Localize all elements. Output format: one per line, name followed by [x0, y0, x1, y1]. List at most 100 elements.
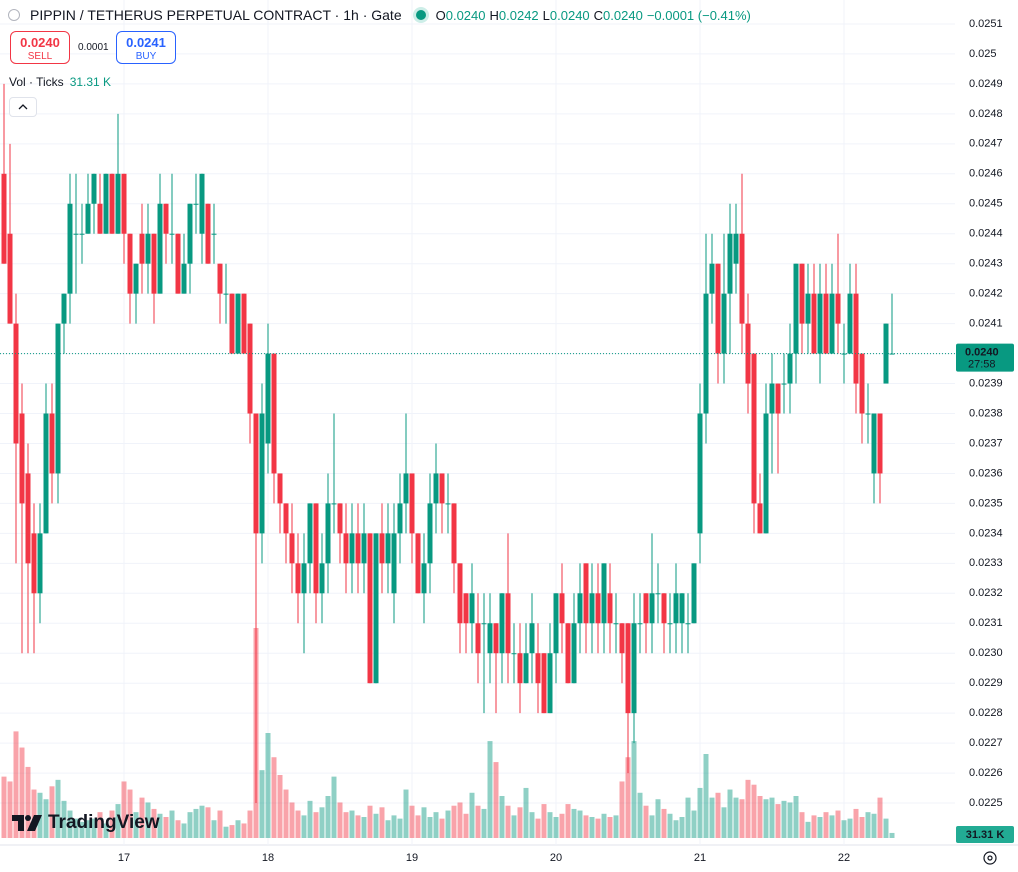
sell-price: 0.0240 — [20, 35, 60, 50]
candle-body — [277, 473, 283, 504]
symbol-title[interactable]: PIPPIN / TETHERUS PERPETUAL CONTRACT · 1… — [30, 7, 402, 23]
candle-body — [661, 593, 667, 624]
volume-bar — [43, 799, 49, 838]
candle-body — [289, 533, 295, 564]
volume-pane — [1, 628, 895, 838]
volume-bar — [151, 808, 157, 838]
volume-bar — [385, 820, 391, 838]
volume-bar — [115, 804, 121, 838]
buy-label: BUY — [135, 51, 157, 62]
candle-body — [181, 263, 187, 294]
candle-body — [811, 293, 817, 354]
volume-bar — [349, 810, 355, 838]
candle-body — [319, 563, 325, 594]
volume-bar — [433, 812, 439, 838]
volume-bar — [733, 797, 739, 838]
volume-bar — [619, 781, 625, 838]
y-tick-label: 0.0237 — [969, 437, 1003, 449]
candle-body — [523, 653, 529, 684]
candle-body — [169, 233, 175, 235]
volume-bar — [1, 776, 7, 838]
logo-text: TradingView — [48, 812, 160, 833]
buy-button[interactable]: 0.0241 BUY — [116, 31, 176, 64]
logo: TradingView — [12, 812, 160, 834]
volume-bar — [625, 757, 631, 838]
volume-bar — [871, 813, 877, 838]
collapse-button[interactable] — [9, 97, 37, 117]
volume-bar — [523, 787, 529, 838]
candle-body — [469, 593, 475, 624]
volume-bar — [883, 818, 889, 838]
volume-bar — [199, 805, 205, 838]
candle-body — [1, 173, 7, 264]
ohlc-key: H — [489, 7, 499, 23]
symbol-header: PIPPIN / TETHERUS PERPETUAL CONTRACT · 1… — [8, 7, 755, 23]
sell-button[interactable]: 0.0240 SELL — [10, 31, 70, 64]
volume-bar — [805, 821, 811, 838]
candle-body — [121, 173, 127, 234]
candle-body — [493, 623, 499, 654]
volume-bar — [583, 815, 589, 838]
volume-bar — [307, 800, 313, 838]
volume-bar — [187, 812, 193, 838]
volume-value: 31.31 K — [69, 75, 112, 89]
candle-body — [13, 323, 19, 444]
volume-bar — [481, 808, 487, 838]
candle-body — [109, 173, 115, 234]
volume-bar — [133, 812, 139, 838]
candle-body — [757, 503, 763, 534]
countdown: 27:58 — [968, 358, 996, 370]
last-price-label: 0.0240 — [965, 346, 999, 358]
volume-bar — [781, 800, 787, 838]
settings-icon — [983, 851, 997, 865]
candle-body — [685, 623, 691, 625]
volume-bar — [553, 817, 559, 838]
candle-body — [715, 263, 721, 354]
y-tick-label: 0.0245 — [969, 198, 1003, 210]
candle-body — [421, 563, 427, 594]
candle-body — [223, 293, 229, 295]
candle-body — [511, 653, 517, 655]
candle-body — [307, 503, 313, 564]
candle-body — [43, 413, 49, 534]
candle-body — [439, 473, 445, 504]
volume-bar — [427, 817, 433, 838]
candle-body — [79, 233, 85, 235]
candle-body — [481, 623, 487, 625]
candle-body — [409, 473, 415, 534]
candle-body — [787, 353, 793, 384]
volume-bar — [769, 797, 775, 838]
candle-body — [655, 593, 661, 595]
candle-body — [793, 263, 799, 354]
chevron-icon — [18, 104, 28, 110]
candle-body — [385, 533, 391, 564]
y-tick-label: 0.0232 — [969, 587, 1003, 599]
volume-bar — [499, 796, 505, 838]
volume-bar — [109, 810, 115, 838]
volume-bar — [409, 805, 415, 838]
candle-body — [829, 293, 835, 354]
volume-bar — [823, 812, 829, 838]
volume-bar — [649, 815, 655, 838]
candle-body — [337, 503, 343, 534]
candle-body — [367, 533, 373, 684]
candle-body — [541, 653, 547, 714]
candle-body — [553, 593, 559, 654]
candle-body — [577, 593, 583, 624]
candle-body — [199, 173, 205, 234]
volume-bar — [181, 823, 187, 838]
candle-body — [67, 203, 73, 294]
volume-bar — [229, 825, 235, 838]
candle-body — [355, 533, 361, 564]
ohlc-value: 0.0240 — [549, 7, 590, 23]
candle-body — [679, 593, 685, 624]
candle-body — [271, 353, 277, 474]
volume-bar — [475, 805, 481, 838]
candle-body — [85, 203, 91, 234]
candle-body — [325, 503, 331, 564]
x-tick-label: 18 — [262, 852, 274, 864]
volume-bar — [757, 796, 763, 838]
candle-body — [361, 533, 367, 564]
candle-body — [331, 503, 337, 505]
